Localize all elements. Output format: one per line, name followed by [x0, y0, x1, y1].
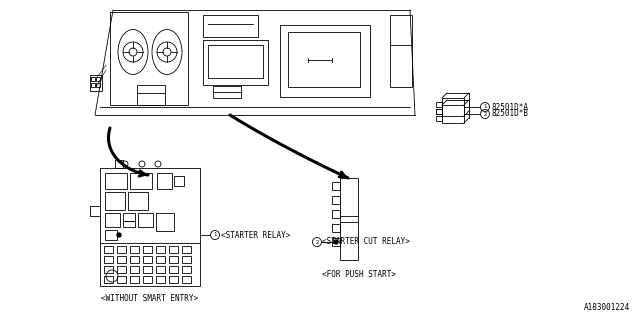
Bar [130, 246, 139, 253]
Bar [110, 12, 188, 105]
Bar [117, 266, 126, 273]
Text: 82501D*B: 82501D*B [491, 109, 528, 118]
Bar [436, 102, 442, 107]
Bar [96, 83, 100, 87]
Bar [203, 40, 268, 85]
Bar [436, 116, 442, 121]
Bar [117, 246, 126, 253]
Text: <STARTER CUT RELAY>: <STARTER CUT RELAY> [322, 237, 410, 246]
Bar [442, 105, 464, 123]
Bar [436, 109, 442, 114]
Bar [117, 256, 126, 263]
Bar [104, 276, 113, 283]
Bar [143, 276, 152, 283]
Bar [390, 15, 412, 87]
Bar [182, 266, 191, 273]
Bar [117, 276, 126, 283]
Bar [104, 256, 113, 263]
Bar [90, 75, 102, 91]
Bar [104, 266, 113, 273]
Bar [436, 109, 442, 114]
Bar [182, 276, 191, 283]
Bar [130, 266, 139, 273]
Bar [96, 77, 100, 81]
Bar [156, 213, 174, 231]
Bar [169, 276, 178, 283]
Bar [169, 246, 178, 253]
Text: <WITHOUT SMART ENTRY>: <WITHOUT SMART ENTRY> [101, 294, 198, 303]
Bar [332, 210, 340, 218]
Text: <STARTER RELAY>: <STARTER RELAY> [221, 230, 291, 239]
Bar [156, 246, 165, 253]
Text: 82501D*A: 82501D*A [491, 102, 528, 111]
Text: <FOR PUSH START>: <FOR PUSH START> [322, 270, 396, 279]
Bar [156, 266, 165, 273]
Bar [123, 213, 135, 221]
Bar [442, 98, 464, 116]
Bar [91, 77, 95, 81]
Bar [169, 256, 178, 263]
Bar [104, 246, 113, 253]
Bar [332, 238, 340, 246]
Bar [143, 266, 152, 273]
Bar [182, 246, 191, 253]
Bar [105, 230, 117, 240]
Bar [213, 86, 241, 98]
Bar [143, 246, 152, 253]
Bar [105, 192, 125, 210]
Text: 2: 2 [316, 239, 319, 244]
Bar [174, 176, 184, 186]
Bar [332, 196, 340, 204]
Circle shape [117, 233, 121, 237]
Bar [100, 168, 200, 286]
Text: A183001224: A183001224 [584, 303, 630, 312]
Bar [130, 256, 139, 263]
Bar [208, 45, 263, 78]
Bar [143, 256, 152, 263]
Bar [203, 15, 258, 37]
Bar [332, 182, 340, 190]
Bar [123, 221, 135, 227]
Bar [340, 178, 358, 260]
Text: 2: 2 [483, 111, 487, 116]
Bar [280, 25, 370, 97]
Bar [288, 32, 360, 87]
Bar [105, 213, 120, 227]
Bar [115, 160, 123, 168]
Bar [105, 173, 127, 189]
Bar [128, 192, 148, 210]
Bar [156, 256, 165, 263]
Bar [137, 85, 165, 105]
Circle shape [334, 240, 338, 244]
Bar [332, 224, 340, 232]
Bar [130, 276, 139, 283]
Bar [130, 173, 152, 189]
Bar [91, 83, 95, 87]
Text: 1: 1 [213, 233, 217, 237]
Bar [138, 213, 153, 227]
Bar [169, 266, 178, 273]
Bar [182, 256, 191, 263]
Bar [157, 173, 172, 189]
Bar [156, 276, 165, 283]
Text: 1: 1 [483, 105, 487, 109]
